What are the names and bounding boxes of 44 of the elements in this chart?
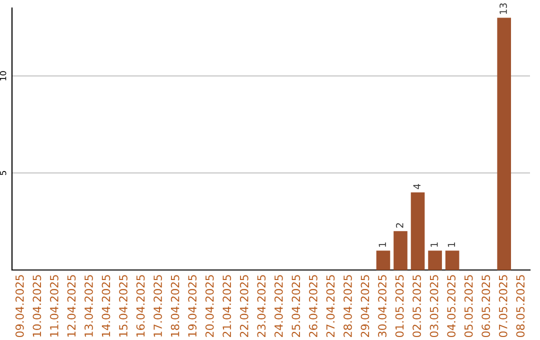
x-tick-label: 07.05.2025 — [498, 275, 508, 338]
x-tick-label: 03.05.2025 — [430, 275, 438, 338]
x-tick-label: 11.04.2025 — [50, 275, 58, 337]
x-tick-label: 29.04.2025 — [360, 275, 370, 337]
x-tick-label: 28.04.2025 — [344, 275, 352, 337]
x-tick-label: 12.04.2025 — [67, 275, 76, 337]
x-tick-label: 09.04.2025 — [15, 275, 24, 338]
y-tick-label: 5 — [0, 171, 6, 175]
x-tick-label: 24.04.2025 — [274, 275, 283, 337]
bar — [394, 231, 408, 270]
x-tick-label: 10.04.2025 — [32, 275, 42, 337]
x-tick-label: 04.05.2025 — [447, 275, 456, 338]
x-tick-label: 26.04.2025 — [308, 275, 318, 337]
bar — [376, 250, 390, 270]
x-tick-label: 21.04.2025 — [222, 275, 232, 337]
x-tick-label: 17.04.2025 — [154, 275, 162, 337]
x-tick-label: 14.04.2025 — [102, 275, 110, 337]
data-label: 1 — [430, 242, 438, 247]
data-label: 1 — [448, 242, 455, 247]
x-tick-label: 06.05.2025 — [482, 275, 490, 338]
x-tick-label: 15.04.2025 — [119, 275, 128, 337]
x-tick-label: 18.04.2025 — [170, 275, 180, 337]
x-tick-label: 27.04.2025 — [326, 275, 335, 337]
x-tick-label: 23.04.2025 — [257, 275, 266, 337]
x-tick-label: 02.05.2025 — [412, 275, 421, 338]
x-tick-label: 19.04.2025 — [188, 275, 197, 337]
bar — [497, 18, 512, 270]
x-tick-label: 01.05.2025 — [395, 275, 404, 338]
x-tick-label: 16.04.2025 — [136, 275, 145, 337]
bar — [445, 250, 460, 270]
x-tick-label: 08.05.2025 — [516, 275, 525, 338]
bar — [428, 250, 442, 270]
data-label: 4 — [413, 184, 420, 190]
y-tick-label: 10 — [0, 71, 6, 80]
x-tick-label: 30.04.2025 — [378, 275, 386, 337]
x-tick-label: 22.04.2025 — [240, 275, 248, 337]
x-tick-label: 20.04.2025 — [205, 275, 214, 337]
x-tick-label: 13.04.2025 — [84, 275, 93, 337]
data-label: 13 — [500, 3, 507, 14]
bar — [410, 192, 425, 270]
x-tick-label: 05.05.2025 — [464, 275, 473, 338]
x-tick-label: 25.04.2025 — [292, 275, 300, 337]
data-label: 2 — [396, 223, 404, 228]
data-label: 1 — [378, 242, 386, 247]
